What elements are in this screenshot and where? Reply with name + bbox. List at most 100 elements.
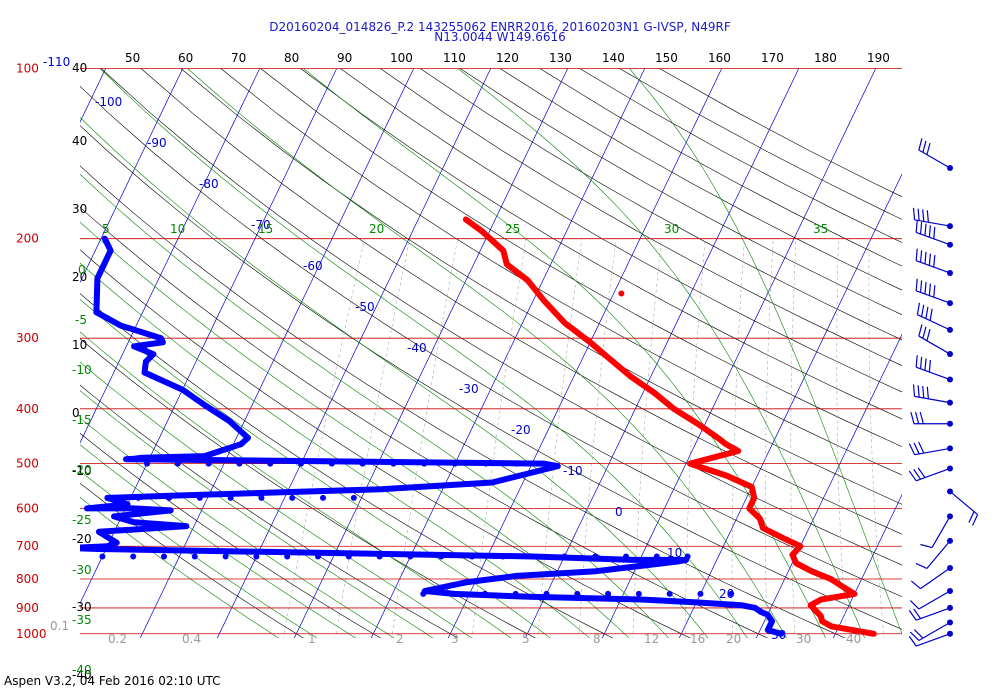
mixing-ratio-line bbox=[632, 238, 662, 638]
mixing-ratio-line bbox=[471, 238, 527, 638]
wind-barb-flag bbox=[917, 385, 920, 398]
wind-barb-flag bbox=[922, 385, 925, 399]
wind-barb-flag bbox=[913, 442, 920, 455]
mixing-ratio-label: 16 bbox=[690, 632, 705, 646]
pressure-label: 900 bbox=[16, 601, 39, 615]
moist-adiabat-label: 10 bbox=[170, 222, 185, 236]
dewpoint-dot bbox=[574, 590, 581, 597]
wind-barb-flag bbox=[917, 467, 926, 478]
wind-barb-flag bbox=[910, 411, 915, 424]
moist-adiabat-line bbox=[80, 298, 551, 638]
wind-barb-flag bbox=[914, 411, 920, 424]
sounding-profiles bbox=[80, 216, 877, 637]
wind-barb-flag bbox=[918, 441, 925, 454]
dewpoint-dot bbox=[253, 553, 260, 560]
dewpoint-dot bbox=[104, 494, 111, 501]
pressure-label: 200 bbox=[16, 232, 39, 246]
dewpoint-dry-layer bbox=[99, 553, 691, 560]
moist-adiabat-label: -20 bbox=[72, 463, 92, 477]
wind-barb-flag bbox=[918, 138, 923, 151]
mixing-ratio-label: 5 bbox=[522, 632, 530, 646]
mixing-ratio-line bbox=[537, 238, 583, 638]
wind-barb-staff bbox=[915, 366, 951, 381]
chart-header-line2: N13.0044 W149.6616 bbox=[434, 30, 566, 44]
wind-barb-staff bbox=[917, 314, 951, 331]
top-isotherm-label: 180 bbox=[814, 51, 837, 65]
wind-barb-point bbox=[947, 465, 953, 472]
dry-adiabat-line bbox=[300, 68, 902, 420]
wind-barb bbox=[908, 630, 953, 647]
wind-barb-point bbox=[947, 565, 953, 572]
dry-adiabat-line bbox=[80, 482, 304, 638]
dry-adiabat-line bbox=[220, 68, 902, 476]
wind-barb-point bbox=[947, 619, 953, 626]
dewpoint-dot bbox=[161, 553, 168, 560]
moist-adiabat-label: 25 bbox=[505, 222, 520, 236]
mixing-ratio-line bbox=[731, 238, 745, 638]
chart-header-line1: D20160204_014826_P.2 143255062 ENRR2016,… bbox=[269, 20, 731, 34]
wind-barb-staff bbox=[920, 567, 951, 590]
isotherm-line bbox=[80, 68, 261, 444]
wind-barb-flag bbox=[925, 306, 929, 319]
wind-barb-flag bbox=[908, 470, 917, 482]
pressure-label: 300 bbox=[16, 331, 39, 345]
top-isotherm-label: 50 bbox=[125, 51, 140, 65]
moist-adiabat-line bbox=[80, 331, 512, 638]
moist-adiabat-line bbox=[80, 117, 709, 638]
wind-barb-point bbox=[947, 269, 953, 276]
wind-barb-flag bbox=[908, 443, 916, 455]
dewpoint-dot bbox=[420, 590, 427, 597]
dewpoint-dot bbox=[605, 590, 612, 597]
dewpoint-dot bbox=[144, 460, 150, 467]
dewpoint-dot bbox=[196, 494, 203, 501]
moist-adiabat-line bbox=[629, 68, 902, 635]
wind-barb-flag bbox=[971, 514, 979, 526]
isotherm-line bbox=[832, 494, 902, 638]
wind-barb bbox=[918, 324, 953, 358]
isotherm-label: -10 bbox=[563, 464, 583, 478]
mixing-ratio-label: 12 bbox=[644, 632, 659, 646]
wind-barb-point bbox=[947, 604, 953, 611]
top-isotherm-label: 120 bbox=[496, 51, 519, 65]
moist-adiabat-line bbox=[80, 262, 591, 638]
dry-adiabat-line bbox=[80, 125, 902, 630]
mixing-ratio-label: 3 bbox=[451, 632, 459, 646]
top-isotherm-label: 190 bbox=[867, 51, 890, 65]
wind-barb-point bbox=[947, 326, 953, 333]
mixing-ratio-line bbox=[335, 238, 410, 638]
moist-adiabat-label: -10 bbox=[72, 363, 92, 377]
temperature-profile bbox=[462, 216, 877, 637]
moist-adiabat-line bbox=[457, 68, 866, 638]
wind-barb-flag bbox=[928, 225, 932, 238]
dewpoint-dot bbox=[513, 460, 520, 467]
dewpoint-dot bbox=[191, 553, 198, 560]
wind-barb bbox=[909, 619, 953, 642]
mixing-ratio-label: 0.4 bbox=[182, 632, 201, 646]
wind-barb-staff bbox=[915, 467, 951, 482]
temperature-profile-line bbox=[462, 216, 877, 637]
dewpoint-dot bbox=[482, 460, 489, 467]
dewpoint-dry-layer bbox=[144, 460, 520, 467]
isotherm-label: -30 bbox=[459, 382, 479, 396]
moist-adiabat-line bbox=[80, 173, 669, 638]
wind-barb-staff bbox=[914, 395, 951, 404]
wind-barb-point bbox=[947, 420, 953, 427]
dewpoint-dot bbox=[684, 553, 691, 560]
top-isotherm-label: 170 bbox=[761, 51, 784, 65]
mixing-ratio-line bbox=[790, 238, 797, 638]
dry-adiabat-line bbox=[180, 68, 902, 505]
dry-adiabat-label: -20 bbox=[72, 532, 92, 546]
moist-adiabat-label: -25 bbox=[72, 513, 92, 527]
wind-barb-flag bbox=[915, 278, 918, 291]
wind-barb-staff bbox=[918, 590, 951, 610]
dry-adiabat-line bbox=[420, 68, 902, 341]
wind-barb-flag bbox=[968, 511, 975, 523]
dewpoint-dot bbox=[499, 553, 506, 560]
skewt-grid bbox=[80, 68, 902, 638]
wind-barb-staff bbox=[918, 335, 951, 355]
wind-barb-flag bbox=[918, 324, 923, 337]
wind-barb-flag bbox=[915, 248, 918, 261]
wind-barb-flag bbox=[919, 280, 923, 293]
isotherm-label: -90 bbox=[147, 136, 167, 150]
